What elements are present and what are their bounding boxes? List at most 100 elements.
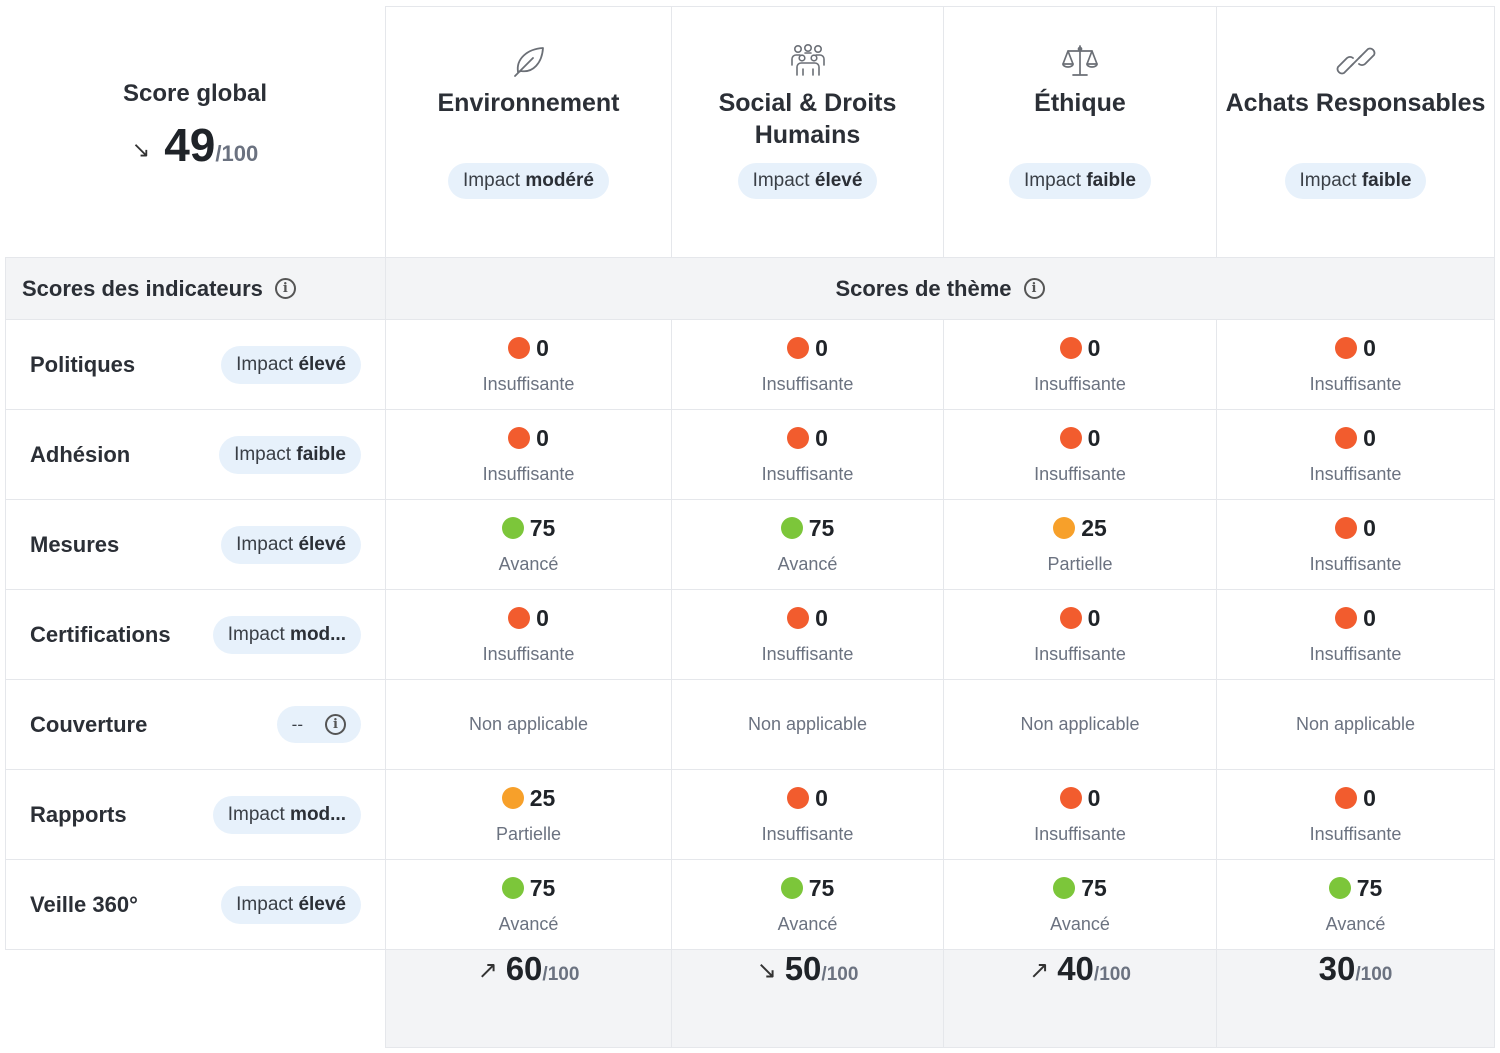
score-value: 0 [1363,514,1376,541]
status-dot-icon [1059,427,1082,449]
scales-icon [1062,45,1098,76]
score-value-row: 0 [508,605,549,632]
score-value: 0 [815,604,828,631]
trend-up-icon: ↗ [1029,957,1050,984]
score-level-label: Insuffisante [1034,373,1126,394]
score-cell: Non applicable [385,680,671,770]
score-level-label: Insuffisante [1309,553,1402,574]
score-value-row: 0 [1059,604,1101,632]
impact-level: faible [296,443,346,465]
indicator-scores-header: Scores des indicateurs i [5,257,385,320]
score-value: 75 [808,874,835,901]
score-value-row: 0 [787,335,828,362]
score-cell: 75 Avancé [671,500,943,590]
score-value: 0 [1087,334,1101,361]
score-value: 0 [536,334,549,361]
impact-badge: Impact faible [1284,163,1427,199]
score-cell: 0 Insuffisante [671,590,943,680]
info-icon[interactable]: i [274,278,296,299]
trend-up-icon: ↗ [477,957,498,984]
not-applicable-label: Non applicable [468,714,589,734]
score-cell: 75 Avancé [671,860,943,950]
status-dot-icon [787,787,810,809]
score-value-row: 0 [1335,785,1376,812]
impact-level: élevé [298,533,346,555]
score-level-label: Insuffisante [1309,463,1402,484]
theme-total: 30 /100 [1216,950,1495,1048]
status-dot-icon [1335,607,1358,629]
score-value-row: 75 [1328,875,1382,902]
impact-prefix: Impact [227,623,285,645]
score-level-label: Insuffisante [761,823,854,844]
score-level-label: Partielle [495,823,562,844]
score-level-label: Insuffisante [482,373,575,394]
score-value: 0 [815,424,828,451]
impact-badge: Impact faible [1009,163,1151,199]
indicator-row-label: Adhésion Impact faible [5,410,385,500]
score-level-label: Partielle [1047,553,1113,574]
status-dot-icon [1328,877,1351,899]
score-value: 75 [808,514,835,541]
score-value: 75 [529,874,556,901]
not-applicable-label: Non applicable [747,714,868,734]
score-cell: 75 Avancé [943,860,1216,950]
impact-prefix: Impact [236,533,294,555]
impact-badge: Impact mod... [212,615,361,654]
total-suffix: /100 [1355,964,1393,985]
score-cell: 0 Insuffisante [1216,410,1495,500]
impact-badge: Impact élevé [221,525,361,564]
impact-badge: Impact faible [219,435,361,474]
score-value-row: 25 [501,785,555,812]
global-score-panel: Score global ↘ 49 /100 [5,6,385,257]
total-score: 60 [505,950,543,987]
trend-down-icon: ↘ [756,957,777,984]
score-cell: Non applicable [671,680,943,770]
theme-scores-header: Scores de thème i [385,257,1495,320]
score-cell: 75 Avancé [1216,860,1495,950]
theme-name: Environnement [437,89,620,117]
global-score-suffix: /100 [215,140,259,166]
status-dot-icon [787,427,810,449]
info-icon[interactable]: i [325,714,346,735]
score-level-label: Avancé [1050,913,1110,934]
status-dot-icon [1335,787,1358,809]
status-dot-icon [1053,877,1076,899]
indicator-name: Mesures [30,531,120,557]
impact-badge: Impact modéré [448,163,609,199]
score-level-label: Insuffisante [761,463,854,484]
score-level-label: Insuffisante [761,643,854,664]
not-applicable-label: Non applicable [1295,714,1416,734]
status-dot-icon [508,337,531,359]
score-value-row: 0 [1335,515,1376,542]
impact-badge: Impact mod... [212,795,361,834]
score-cell: 0 Insuffisante [385,320,671,410]
indicator-row-label: Certifications Impact mod... [5,590,385,680]
score-value: 0 [1087,604,1101,631]
total-score: 40 [1057,950,1094,987]
status-dot-icon [780,877,803,899]
score-value: 25 [1081,514,1107,541]
score-cell: Non applicable [1216,680,1495,770]
footer-spacer [5,950,385,1048]
impact-level: élevé [298,893,346,915]
score-value-row: 75 [780,874,835,902]
score-level-label: Insuffisante [1034,823,1126,844]
impact-prefix: Impact [236,893,294,915]
status-dot-icon [1059,607,1082,629]
score-value: 0 [1363,334,1376,361]
score-value-row: 0 [1335,335,1376,362]
leaf-icon [513,47,544,77]
status-dot-icon [501,877,524,899]
score-level-label: Avancé [498,913,559,934]
info-icon[interactable]: i [1023,278,1045,299]
impact-level: élevé [298,353,346,375]
indicator-row-label: Couverture -- i [5,680,385,770]
people-icon [790,43,825,76]
status-dot-icon [787,607,810,629]
score-value-row: 0 [787,785,828,812]
status-dot-icon [501,787,524,809]
trend-down-icon: ↘ [131,136,151,162]
score-value-row: 0 [508,425,549,452]
theme-total: ↘ 50 /100 [671,950,943,1048]
score-value: 0 [1363,604,1376,631]
